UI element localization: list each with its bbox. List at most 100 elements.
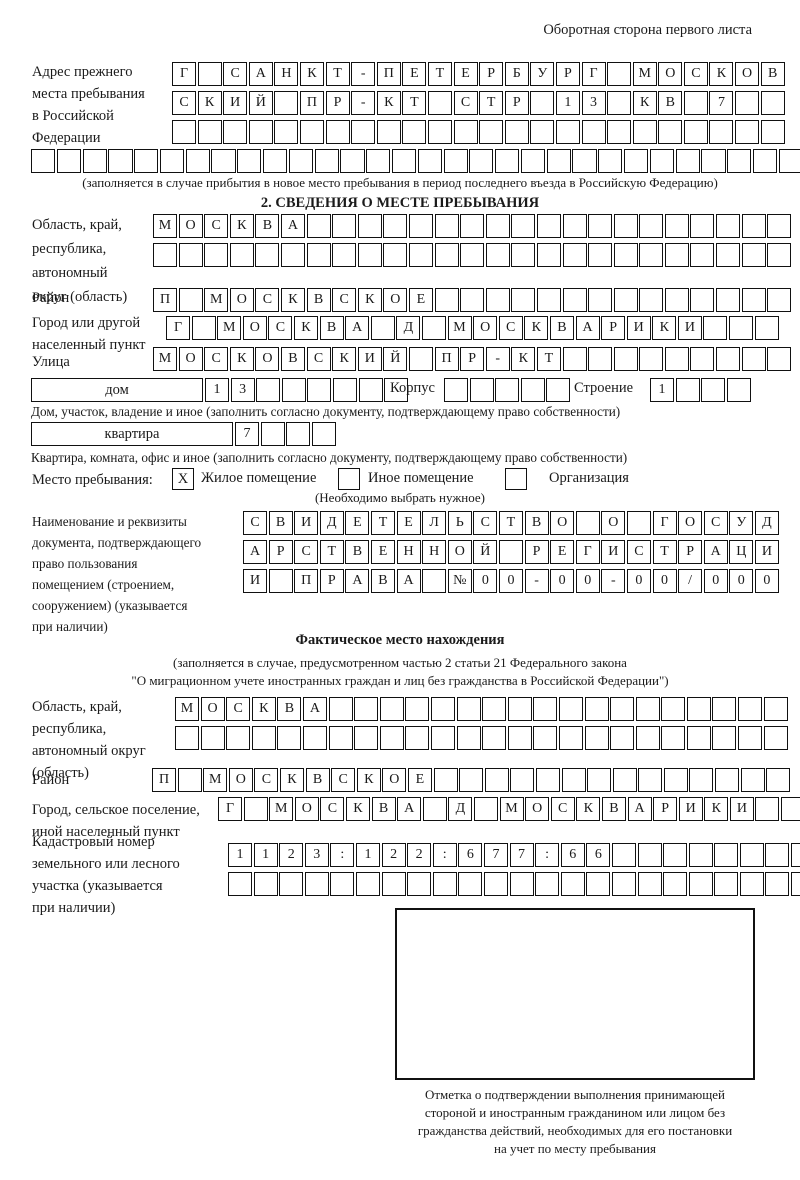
comb-cell[interactable]: В xyxy=(277,697,302,721)
comb-cell[interactable] xyxy=(690,347,715,371)
comb-cell[interactable] xyxy=(469,378,494,402)
comb-cell[interactable]: Т xyxy=(498,511,523,535)
comb-cell[interactable] xyxy=(408,214,433,238)
comb-cell[interactable] xyxy=(197,120,222,144)
comb-cell[interactable] xyxy=(611,872,636,896)
comb-cell[interactable] xyxy=(485,288,510,312)
comb-cell[interactable] xyxy=(767,288,792,312)
comb-cell[interactable] xyxy=(581,120,606,144)
comb-cell[interactable] xyxy=(248,120,273,144)
comb-cell[interactable] xyxy=(635,726,660,750)
comb-cell[interactable]: Г xyxy=(581,62,606,86)
comb-cell[interactable]: 0 xyxy=(473,569,498,593)
comb-cell[interactable] xyxy=(469,149,494,173)
document-row-3[interactable]: И П Р А В А № 0 0-0 0-0 0/0 0 0 xyxy=(243,569,780,593)
comb-cell[interactable] xyxy=(637,843,662,867)
comb-cell[interactable] xyxy=(357,243,382,267)
comb-cell[interactable] xyxy=(358,378,383,402)
comb-cell[interactable] xyxy=(427,91,452,115)
comb-cell[interactable]: Т xyxy=(427,62,452,86)
comb-cell[interactable]: П xyxy=(294,569,319,593)
comb-cell[interactable] xyxy=(533,697,558,721)
comb-cell[interactable] xyxy=(253,872,278,896)
comb-cell[interactable] xyxy=(402,120,427,144)
comb-cell[interactable] xyxy=(279,872,304,896)
comb-cell[interactable] xyxy=(766,768,791,792)
comb-cell[interactable] xyxy=(626,511,651,535)
comb-cell[interactable]: Е xyxy=(453,62,478,86)
comb-cell[interactable] xyxy=(755,797,780,821)
comb-cell[interactable]: Б xyxy=(504,62,529,86)
comb-cell[interactable] xyxy=(586,872,611,896)
comb-cell[interactable]: С xyxy=(268,316,293,340)
comb-cell[interactable] xyxy=(185,149,210,173)
comb-cell[interactable]: Н xyxy=(422,540,447,564)
comb-cell[interactable]: С xyxy=(498,316,523,340)
comb-cell[interactable] xyxy=(752,149,778,173)
comb-cell[interactable] xyxy=(31,149,56,173)
comb-cell[interactable] xyxy=(683,91,708,115)
comb-cell[interactable]: 1 xyxy=(555,91,580,115)
comb-cell[interactable]: Т xyxy=(652,540,677,564)
comb-cell[interactable] xyxy=(355,872,380,896)
comb-cell[interactable]: 2 xyxy=(407,843,432,867)
comb-cell[interactable] xyxy=(716,214,741,238)
comb-cell[interactable]: Д xyxy=(319,511,344,535)
comb-cell[interactable] xyxy=(639,243,664,267)
comb-cell[interactable] xyxy=(421,316,446,340)
comb-cell[interactable]: О xyxy=(382,768,407,792)
comb-cell[interactable]: Ь xyxy=(447,511,472,535)
comb-cell[interactable]: В xyxy=(371,797,396,821)
comb-cell[interactable] xyxy=(384,378,409,402)
comb-cell[interactable] xyxy=(483,872,508,896)
comb-cell[interactable] xyxy=(332,214,357,238)
comb-cell[interactable]: А xyxy=(345,569,370,593)
comb-cell[interactable]: М xyxy=(217,316,242,340)
comb-cell[interactable] xyxy=(689,768,714,792)
comb-cell[interactable] xyxy=(511,288,536,312)
comb-cell[interactable]: С xyxy=(294,540,319,564)
comb-cell[interactable]: М xyxy=(499,797,524,821)
comb-cell[interactable]: О xyxy=(735,62,760,86)
comb-cell[interactable]: К xyxy=(632,91,657,115)
comb-cell[interactable]: К xyxy=(229,347,254,371)
comb-cell[interactable] xyxy=(302,726,327,750)
comb-cell[interactable] xyxy=(639,347,664,371)
comb-cell[interactable] xyxy=(226,726,251,750)
comb-cell[interactable]: Р xyxy=(325,91,350,115)
comb-cell[interactable] xyxy=(520,149,546,173)
comb-cell[interactable] xyxy=(535,768,560,792)
comb-cell[interactable] xyxy=(383,214,408,238)
comb-cell[interactable] xyxy=(735,120,760,144)
comb-cell[interactable]: О xyxy=(200,697,225,721)
house-field-label-box[interactable]: дом xyxy=(31,378,203,402)
comb-cell[interactable] xyxy=(584,697,609,721)
comb-cell[interactable]: О xyxy=(383,288,408,312)
comb-cell[interactable] xyxy=(56,149,81,173)
comb-cell[interactable] xyxy=(274,91,299,115)
comb-cell[interactable] xyxy=(767,214,792,238)
comb-cell[interactable]: С xyxy=(172,91,196,115)
comb-cell[interactable] xyxy=(714,843,739,867)
comb-cell[interactable]: П xyxy=(299,91,324,115)
comb-cell[interactable] xyxy=(613,288,638,312)
comb-cell[interactable] xyxy=(639,214,664,238)
comb-cell[interactable]: 3 xyxy=(230,378,255,402)
comb-cell[interactable]: Р xyxy=(653,797,678,821)
comb-cell[interactable] xyxy=(511,243,536,267)
comb-cell[interactable] xyxy=(688,843,713,867)
comb-cell[interactable]: П xyxy=(153,288,177,312)
comb-cell[interactable]: О xyxy=(178,214,203,238)
comb-cell[interactable]: 1 xyxy=(228,843,252,867)
comb-cell[interactable]: К xyxy=(229,214,254,238)
comb-cell[interactable]: К xyxy=(376,91,401,115)
comb-cell[interactable]: 6 xyxy=(586,843,611,867)
comb-cell[interactable]: К xyxy=(251,697,276,721)
comb-cell[interactable]: - xyxy=(351,91,376,115)
comb-cell[interactable] xyxy=(366,149,391,173)
comb-cell[interactable]: Р xyxy=(555,62,580,86)
comb-cell[interactable] xyxy=(535,872,560,896)
